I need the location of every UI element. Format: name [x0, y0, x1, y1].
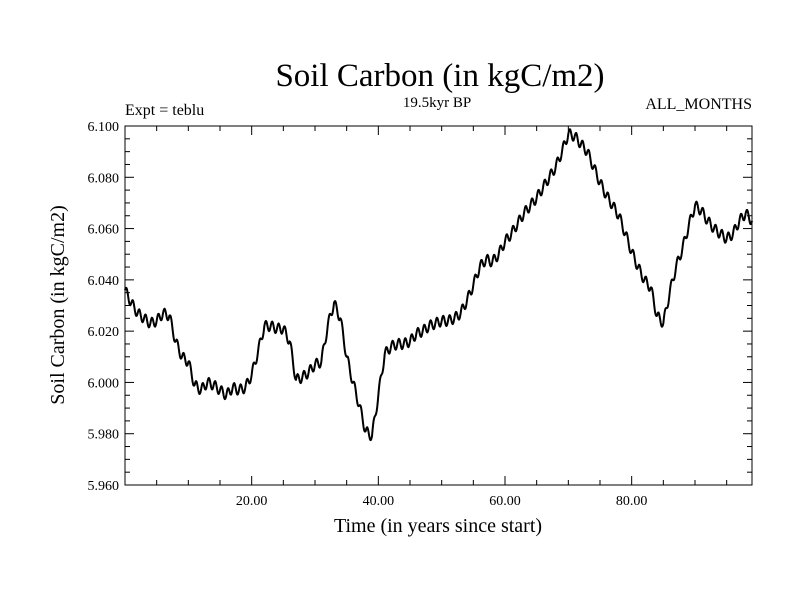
plot-frame	[124, 125, 753, 486]
x-tick-label: 40.00	[363, 494, 395, 509]
y-tick-label: 6.080	[88, 171, 120, 186]
months-label: ALL_MONTHS	[645, 96, 752, 113]
axis-ticks	[125, 126, 752, 485]
x-tick-label: 80.00	[616, 494, 648, 509]
y-tick-label: 6.100	[88, 120, 120, 135]
x-axis-label: Time (in years since start)	[334, 515, 542, 537]
y-tick-label: 5.980	[88, 428, 120, 443]
y-tick-label: 6.060	[88, 223, 120, 238]
y-tick-label: 6.040	[88, 274, 120, 289]
experiment-label: Expt = teblu	[125, 102, 204, 119]
y-tick-label: 6.000	[88, 376, 120, 391]
x-tick-label: 60.00	[489, 494, 521, 509]
y-tick-label: 6.020	[88, 325, 120, 340]
chart-title: Soil Carbon (in kgC/m2)	[275, 58, 604, 94]
axis-tick-labels: 20.00 40.00 60.00 80.00 5.960 5.980 6.000 6.020…	[88, 120, 648, 509]
soil-carbon-series-line	[124, 128, 753, 442]
y-axis-label: Soil Carbon (in kgC/m2)	[47, 205, 69, 404]
x-tick-label: 20.00	[236, 494, 268, 509]
y-tick-label: 5.960	[88, 479, 120, 494]
chart-subtitle: 19.5kyr BP	[403, 95, 471, 111]
